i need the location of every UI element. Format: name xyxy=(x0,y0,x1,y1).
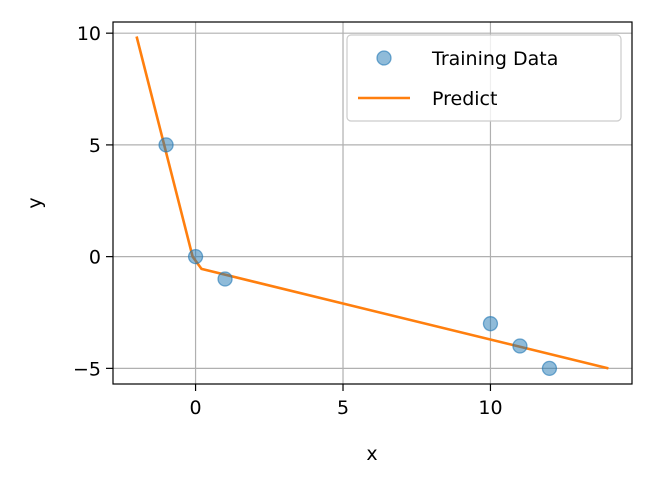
y-tick-label: 10 xyxy=(77,23,101,45)
legend-label-training-data: Training Data xyxy=(431,48,558,70)
x-tick-label: 10 xyxy=(478,397,502,419)
legend-marker-training-data xyxy=(376,50,392,66)
data-point xyxy=(187,248,204,265)
y-axis-label: y xyxy=(24,197,46,208)
x-tick-label: 0 xyxy=(190,397,202,419)
x-axis-label: x xyxy=(366,443,377,465)
legend: Training Data Predict xyxy=(346,34,622,122)
legend-box xyxy=(346,34,622,122)
ticks: 0 5 10 −5 0 5 10 xyxy=(73,23,503,419)
data-point xyxy=(158,137,174,153)
x-tick-label: 5 xyxy=(337,397,349,419)
y-tick-label: 5 xyxy=(89,135,101,157)
data-point xyxy=(512,338,528,354)
plot-frame xyxy=(112,21,633,385)
y-tick-label: 0 xyxy=(89,247,101,269)
series-points xyxy=(158,137,558,377)
data-point xyxy=(541,360,558,377)
data-point xyxy=(482,316,499,332)
y-tick-label: −5 xyxy=(73,358,101,380)
data-point xyxy=(217,271,233,287)
legend-label-predict: Predict xyxy=(432,88,497,110)
